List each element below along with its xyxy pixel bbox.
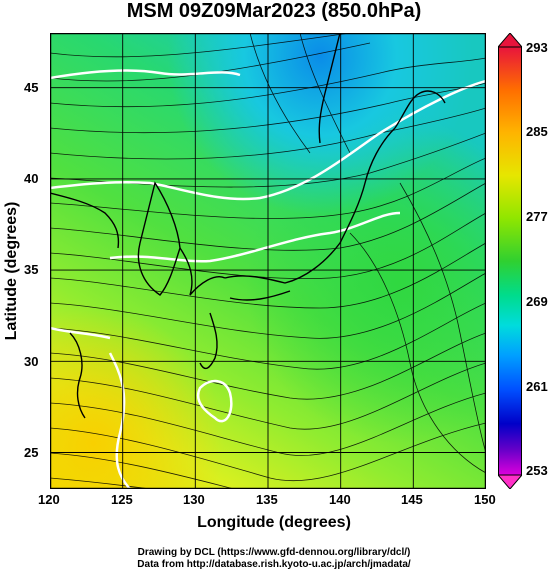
x-tick-label: 145 [401, 492, 423, 507]
y-tick-label: 45 [24, 80, 39, 95]
colorbar-bottom-arrow [498, 474, 522, 489]
colorbar-tick-label: 293 [526, 40, 548, 55]
x-tick-label: 150 [474, 492, 496, 507]
colorbar-tick-label: 253 [526, 463, 548, 478]
colorbar [498, 33, 522, 489]
map-plot [50, 33, 486, 489]
colorbar-tick-label: 285 [526, 124, 548, 139]
y-tick-label: 40 [24, 171, 39, 186]
y-tick-label: 30 [24, 354, 39, 369]
isotherms [50, 69, 486, 489]
colorbar-scale [498, 46, 522, 476]
y-tick-label: 35 [24, 262, 39, 277]
y-tick-label: 25 [24, 445, 39, 460]
x-tick-label: 120 [38, 492, 60, 507]
colorbar-tick-label: 277 [526, 209, 548, 224]
colorbar-tick-label: 261 [526, 379, 548, 394]
colorbar-tick-label: 269 [526, 294, 548, 309]
map-title: MSM 09Z09Mar2023 (850.0hPa) [126, 0, 422, 22]
x-axis-label: Longitude (degrees) [197, 514, 351, 531]
y-axis-label: Latitude (degrees) [3, 201, 20, 341]
colorbar-top-arrow [498, 33, 522, 48]
x-tick-label: 130 [183, 492, 205, 507]
x-tick-label: 140 [329, 492, 351, 507]
grid-lines [50, 33, 486, 489]
x-tick-label: 125 [111, 492, 133, 507]
credit-data: Data from http://database.rish.kyoto-u.a… [137, 559, 411, 570]
x-tick-label: 135 [256, 492, 278, 507]
coastlines [50, 33, 446, 419]
credit-drawing: Drawing by DCL (https://www.gfd-dennou.o… [137, 547, 411, 558]
